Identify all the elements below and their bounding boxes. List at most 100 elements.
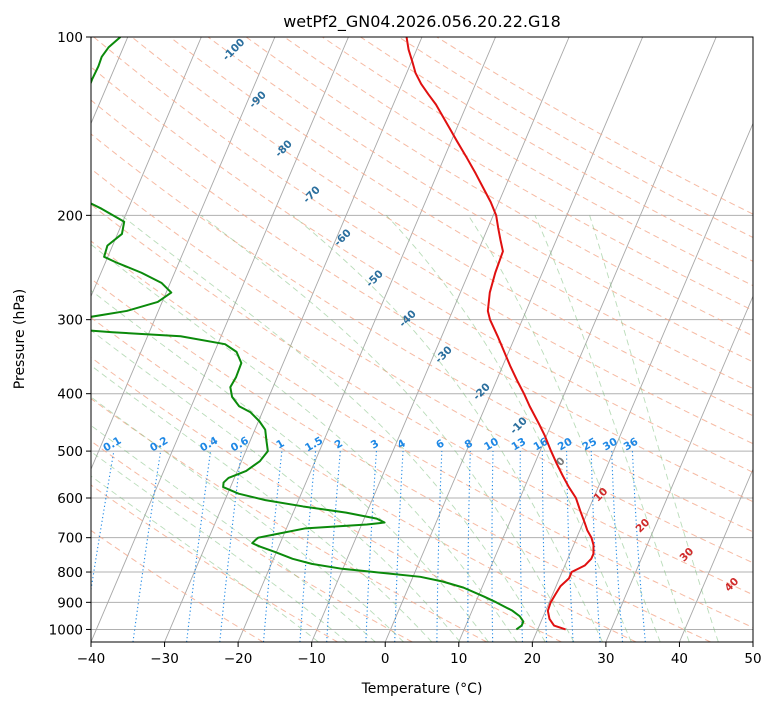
- dry-adiabat: [91, 529, 264, 642]
- moist-adiabat: [91, 364, 433, 642]
- isotherm-label: -40: [397, 308, 419, 330]
- mixing-ratio-line: [394, 451, 404, 642]
- y-tick-label: 600: [57, 491, 83, 507]
- y-axis-label: Pressure (hPa): [12, 289, 28, 389]
- mixing-ratio-label: 8: [463, 437, 475, 451]
- moist-adiabat: [589, 215, 719, 642]
- dry-adiabat: [91, 66, 753, 473]
- x-tick-label: 40: [671, 651, 688, 667]
- isotherm-line: [91, 37, 202, 298]
- dry-adiabat: [91, 440, 413, 642]
- isotherm-label: 10: [591, 485, 610, 504]
- dry-adiabat: [91, 316, 637, 642]
- mixing-ratio-line: [326, 451, 341, 642]
- isotherm-label: 20: [633, 516, 652, 535]
- isotherm-line: [679, 467, 753, 642]
- isotherm-label: -50: [364, 268, 386, 290]
- isotherm-line: [91, 37, 276, 471]
- isotherm-label: -100: [220, 36, 247, 63]
- dry-adiabat: [91, 484, 338, 642]
- mixing-ratio-line: [436, 451, 443, 642]
- mixing-ratio-line: [611, 451, 624, 642]
- dry-adiabat: [91, 168, 753, 564]
- x-tick-label: −40: [77, 651, 106, 667]
- dry-adiabat: [436, 37, 753, 215]
- mixing-ratio-label: 6: [434, 437, 446, 451]
- dry-adiabat: [169, 37, 753, 390]
- mixing-ratio-line: [519, 451, 524, 642]
- x-tick-label: −30: [150, 651, 179, 667]
- y-tick-label: 700: [57, 531, 83, 547]
- mixing-ratio-label: 3: [369, 437, 381, 451]
- isotherm-line: [605, 295, 753, 642]
- isotherm-label: 40: [722, 575, 741, 594]
- y-tick-label: 1000: [49, 622, 83, 638]
- mixing-ratio-line: [219, 451, 242, 642]
- moist-adiabat: [121, 214, 546, 642]
- dry-adiabat: [91, 278, 711, 642]
- moist-adiabat: [91, 475, 319, 642]
- mixing-ratio-label: 4: [395, 437, 407, 451]
- mixing-ratio-line: [491, 451, 494, 642]
- mixing-ratio-line: [262, 451, 283, 642]
- mixing-ratio-line: [590, 451, 601, 642]
- isotherm-line: [752, 640, 753, 642]
- mixing-ratio-line: [299, 451, 317, 642]
- x-tick-label: 50: [744, 651, 761, 667]
- x-tick-label: −10: [297, 651, 326, 667]
- isotherm-label: -10: [508, 415, 530, 437]
- sounding-profiles: [91, 37, 595, 631]
- moist-adiabat: [91, 243, 518, 642]
- moist-adiabat: [200, 214, 575, 642]
- y-tick-label: 200: [57, 208, 83, 224]
- y-tick-label: 800: [57, 565, 83, 581]
- isotherm-line: [237, 37, 496, 642]
- chart-title: wetPf2_GN04.2026.056.20.22.G18: [283, 12, 561, 32]
- mixing-ratio-line: [467, 451, 471, 642]
- isotherm-line: [531, 122, 753, 642]
- dry-adiabat: [91, 356, 562, 642]
- y-tick-label: 100: [57, 30, 83, 46]
- x-tick-label: 30: [597, 651, 614, 667]
- x-axis-label: Temperature (°C): [361, 681, 483, 697]
- dry-adiabat: [91, 133, 753, 533]
- y-tick-label: 400: [57, 387, 83, 403]
- mixing-ratio-label: 1: [274, 437, 286, 451]
- moist-adiabat: [91, 451, 348, 642]
- dry-adiabat: [360, 37, 753, 262]
- moist-adiabat: [91, 396, 404, 642]
- x-tick-label: 20: [524, 651, 541, 667]
- isotherm-line: [91, 37, 349, 642]
- dry-adiabat: [91, 240, 753, 629]
- dry-adiabat: [245, 37, 753, 337]
- x-tick-label: 0: [381, 651, 390, 667]
- background-lines: [91, 37, 753, 642]
- dry-adiabat: [91, 99, 753, 503]
- isotherm-label: -60: [332, 227, 354, 249]
- dry-adiabat: [91, 203, 753, 596]
- mixing-ratio-line: [132, 451, 162, 642]
- temperature-line: [405, 37, 595, 631]
- y-tick-label: 900: [57, 595, 83, 611]
- x-tick-label: 10: [450, 651, 467, 667]
- isotherm-label: -80: [273, 138, 295, 160]
- dewpoint-line: [91, 37, 525, 631]
- isotherm-label: -30: [433, 344, 455, 366]
- isotherm-line: [384, 37, 644, 642]
- dry-adiabat: [283, 37, 753, 312]
- x-tick-label: −20: [224, 651, 253, 667]
- moist-adiabat: [534, 215, 690, 642]
- mixing-ratio-line: [566, 451, 574, 642]
- mixing-ratio-line: [91, 451, 115, 594]
- y-tick-label: 300: [57, 313, 83, 329]
- mixing-ratio-line: [541, 451, 548, 642]
- moist-adiabat: [467, 215, 661, 642]
- dry-adiabat: [322, 37, 753, 287]
- mixing-ratio-line: [186, 451, 212, 642]
- dry-adiabat: [131, 37, 753, 417]
- mixing-ratio-line: [631, 451, 646, 642]
- mixing-ratio-line: [365, 451, 378, 642]
- isotherm-line: [458, 37, 717, 642]
- dry-adiabat: [91, 397, 488, 642]
